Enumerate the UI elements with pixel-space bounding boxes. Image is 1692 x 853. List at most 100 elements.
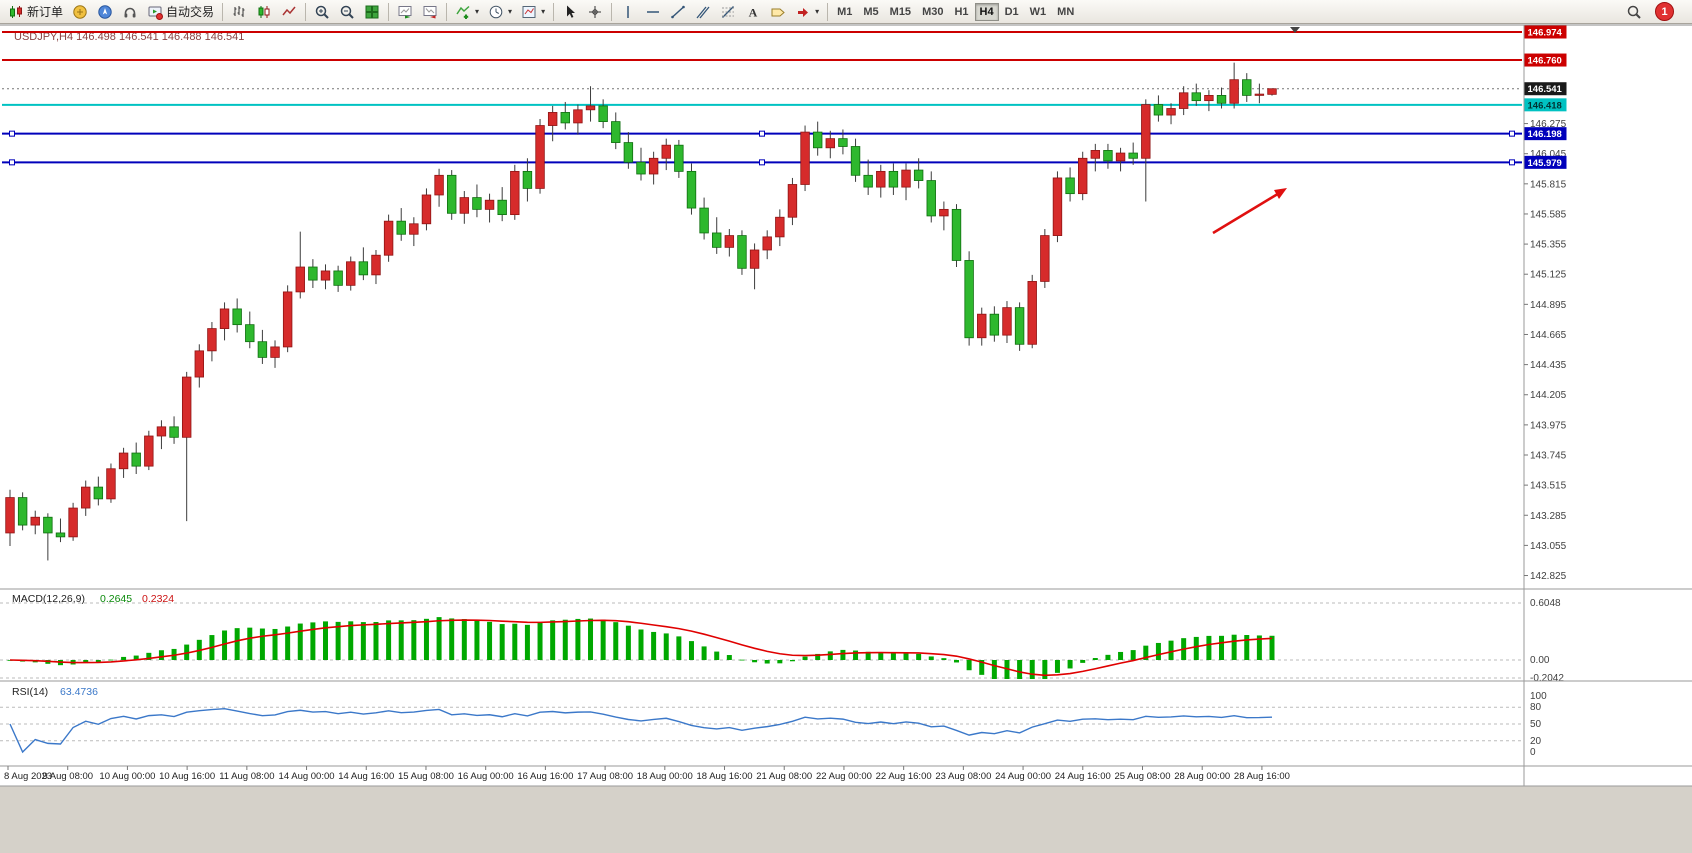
price-axis[interactable]	[1524, 25, 1692, 766]
svg-text:22 Aug 16:00: 22 Aug 16:00	[876, 771, 932, 782]
text-button[interactable]: A	[741, 2, 765, 22]
bars-chart-icon	[233, 5, 245, 17]
autotrading-label: 自动交易	[166, 5, 215, 19]
horizontal-lines	[2, 31, 1522, 166]
timeframe-h4-button[interactable]: H4	[974, 2, 999, 21]
autotrading-icon	[148, 6, 164, 20]
rsi-axis-20: 20	[1530, 736, 1542, 747]
tile-windows-button[interactable]	[360, 2, 384, 22]
svg-text:144.665: 144.665	[1530, 330, 1567, 341]
arrows-icon	[798, 7, 809, 17]
new-order-button[interactable]: 新订单	[4, 2, 67, 22]
label-button[interactable]	[766, 2, 790, 22]
svg-text:146.541: 146.541	[1528, 84, 1563, 95]
auto-scroll-button[interactable]	[393, 2, 417, 22]
chart-shift-button[interactable]	[418, 2, 442, 22]
rsi-axis-0: 0	[1530, 747, 1536, 758]
svg-text:142.825: 142.825	[1530, 571, 1567, 582]
svg-text:24 Aug 16:00: 24 Aug 16:00	[1055, 771, 1111, 782]
svg-text:143.745: 143.745	[1530, 450, 1567, 461]
svg-text:146.418: 146.418	[1528, 100, 1562, 111]
channel-icon	[696, 6, 710, 18]
chart-shift-icon	[423, 5, 437, 18]
horizontal-line-icon	[647, 10, 660, 13]
svg-text:22 Aug 00:00: 22 Aug 00:00	[816, 771, 872, 782]
candlestick-series	[5, 62, 1277, 561]
chart-shift-marker	[1290, 27, 1300, 33]
symbol-ohlc-label: USDJPY,H4 146.498 146.541 146.488 146.54…	[14, 31, 244, 43]
svg-text:146.760: 146.760	[1528, 56, 1562, 67]
time-axis[interactable]	[0, 766, 1524, 786]
trend-arrow-annotation	[1212, 188, 1287, 235]
svg-text:14 Aug 16:00: 14 Aug 16:00	[338, 771, 394, 782]
rsi-axis-50: 50	[1530, 719, 1542, 730]
timeframe-m15-button[interactable]: M15	[885, 3, 916, 21]
toolbar-separator	[222, 2, 224, 21]
svg-text:143.515: 143.515	[1530, 481, 1567, 492]
svg-text:25 Aug 08:00: 25 Aug 08:00	[1114, 771, 1170, 782]
new-order-label: 新订单	[27, 5, 64, 19]
bars-chart-button[interactable]	[227, 2, 251, 22]
support-headset-button[interactable]	[118, 2, 142, 22]
timeframe-m1-button[interactable]: M1	[832, 3, 857, 21]
notification-badge[interactable]: 1	[1655, 2, 1674, 21]
toolbar-separator	[553, 2, 555, 21]
periods-button[interactable]: ▾	[484, 2, 516, 22]
rsi-value: 63.4736	[60, 686, 98, 698]
zoom-out-button[interactable]	[335, 2, 359, 22]
navigator-button[interactable]	[93, 2, 117, 22]
svg-text:143.975: 143.975	[1530, 420, 1567, 431]
periods-icon	[489, 5, 503, 18]
macd-signal-line	[9, 619, 1273, 677]
search-button[interactable]	[1622, 2, 1646, 22]
svg-text:145.979: 145.979	[1528, 158, 1562, 169]
zoom-out-icon	[340, 5, 354, 19]
vertical-line-button[interactable]	[616, 2, 640, 22]
svg-text:145.355: 145.355	[1530, 240, 1567, 251]
autotrading-button[interactable]: 自动交易	[143, 2, 218, 22]
horizontal-line-button[interactable]	[641, 2, 665, 22]
toolbar-separator	[611, 2, 613, 21]
chevron-down-icon: ▾	[508, 7, 513, 16]
arrows-button[interactable]: ▾	[791, 2, 823, 22]
timeframe-d1-button[interactable]: D1	[1000, 3, 1024, 21]
rsi-axis-100: 100	[1530, 691, 1547, 702]
trendline-icon	[671, 5, 685, 18]
svg-text:A: A	[749, 5, 758, 19]
toolbar-separator	[827, 2, 829, 21]
timeframe-h1-button[interactable]: H1	[949, 3, 973, 21]
line-chart-icon	[282, 6, 296, 15]
cursor-button[interactable]	[558, 2, 582, 22]
crosshair-button[interactable]	[583, 2, 607, 22]
timeframe-m5-button[interactable]: M5	[858, 3, 883, 21]
timeframe-mn-button[interactable]: MN	[1052, 3, 1079, 21]
candles-chart-button[interactable]	[252, 2, 276, 22]
svg-text:23 Aug 08:00: 23 Aug 08:00	[935, 771, 991, 782]
line-chart-button[interactable]	[277, 2, 301, 22]
svg-text:8 Aug 2023: 8 Aug 2023	[4, 771, 52, 782]
tile-windows-icon	[365, 5, 379, 18]
crosshair-icon	[589, 5, 602, 18]
timeframe-w1-button[interactable]: W1	[1025, 3, 1052, 21]
templates-button[interactable]: ▾	[517, 2, 549, 22]
svg-text:18 Aug 00:00: 18 Aug 00:00	[637, 771, 693, 782]
svg-text:14 Aug 00:00: 14 Aug 00:00	[279, 771, 335, 782]
chevron-down-icon: ▾	[541, 7, 546, 16]
candles-chart-icon	[258, 5, 270, 18]
timeframe-m30-button[interactable]: M30	[917, 3, 948, 21]
zoom-in-button[interactable]	[310, 2, 334, 22]
rsi-axis-80: 80	[1530, 702, 1542, 713]
svg-text:144.895: 144.895	[1530, 300, 1567, 311]
indicators-button[interactable]: ▾	[451, 2, 483, 22]
svg-text:146.974: 146.974	[1528, 28, 1563, 39]
channel-button[interactable]	[691, 2, 715, 22]
trendline-button[interactable]	[666, 2, 690, 22]
market-watch-button[interactable]	[68, 2, 92, 22]
vertical-line-icon	[627, 5, 629, 18]
fibonacci-button[interactable]	[716, 2, 740, 22]
fibonacci-icon	[722, 5, 735, 18]
macd-value-signal: 0.2324	[142, 593, 174, 605]
market-watch-icon	[73, 4, 87, 19]
